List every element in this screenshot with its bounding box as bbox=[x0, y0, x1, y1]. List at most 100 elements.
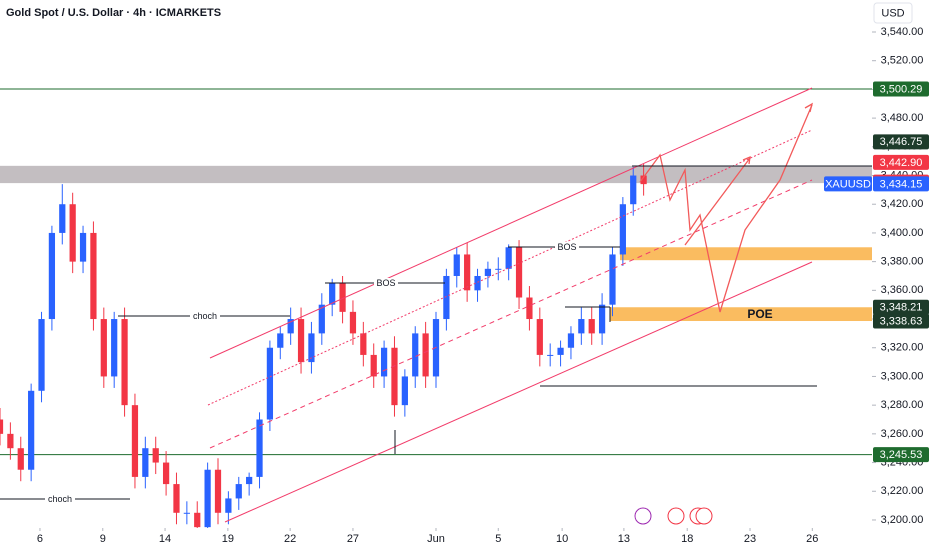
candle-body bbox=[214, 469, 222, 513]
candles bbox=[0, 164, 647, 528]
candle-body bbox=[401, 376, 408, 406]
axes: 3,200.003,220.003,240.003,260.003,280.00… bbox=[37, 26, 929, 545]
annotation: choch bbox=[48, 494, 72, 504]
candle-body bbox=[380, 347, 388, 377]
candle-body bbox=[152, 448, 159, 463]
channel-lower bbox=[224, 261, 813, 523]
x-tick-label: 18 bbox=[681, 533, 693, 545]
candle-body bbox=[7, 433, 14, 449]
price-label: 3,500.29 bbox=[880, 83, 923, 95]
candle-body bbox=[142, 448, 149, 477]
label-bg bbox=[555, 242, 579, 253]
drawings bbox=[0, 87, 872, 523]
candle-body bbox=[598, 304, 606, 334]
candle-body bbox=[495, 268, 502, 270]
label-bg bbox=[190, 311, 220, 322]
symbol-tag-bg bbox=[824, 176, 872, 192]
candle-body bbox=[536, 319, 543, 355]
price-label-bg bbox=[873, 313, 929, 329]
candle-body bbox=[474, 275, 481, 291]
candle-body bbox=[256, 419, 263, 477]
x-tick-label: 6 bbox=[37, 533, 43, 545]
annotation: BOS bbox=[557, 242, 576, 252]
channel-mid bbox=[207, 129, 813, 406]
icons bbox=[634, 507, 713, 525]
candle-body bbox=[121, 319, 128, 406]
candle-body bbox=[235, 484, 242, 499]
candle-body bbox=[619, 204, 626, 255]
symbol-tag: XAUUSD bbox=[825, 178, 871, 190]
y-tick-label: 3,280.00 bbox=[881, 399, 924, 411]
candle-body bbox=[630, 175, 637, 205]
candle-body bbox=[194, 512, 201, 528]
y-tick-label: 3,480.00 bbox=[881, 112, 924, 124]
candle-body bbox=[370, 354, 377, 377]
candle-body bbox=[578, 319, 585, 334]
zones: POE bbox=[0, 88, 872, 456]
zone bbox=[610, 307, 872, 322]
x-tick-label: 22 bbox=[284, 533, 296, 545]
arrow-head bbox=[804, 102, 814, 113]
candle-body bbox=[131, 405, 139, 477]
candle-body bbox=[277, 333, 284, 348]
candle-body bbox=[505, 247, 512, 269]
price-label: 3,338.63 bbox=[880, 315, 923, 327]
price-label-bg bbox=[873, 299, 929, 315]
x-tick-label: 23 bbox=[744, 533, 756, 545]
x-tick-label: Jun bbox=[427, 533, 445, 545]
x-tick-label: 10 bbox=[556, 533, 568, 545]
annotation: BOS bbox=[376, 278, 395, 288]
candle-body bbox=[515, 247, 523, 298]
candle-body bbox=[484, 268, 492, 276]
price-label-bg bbox=[873, 176, 929, 192]
event-icon[interactable] bbox=[667, 507, 685, 525]
candle-body bbox=[453, 254, 460, 276]
x-tick-label: 9 bbox=[100, 533, 106, 545]
zone bbox=[620, 247, 872, 261]
currency: USD bbox=[881, 7, 904, 19]
candle-body bbox=[640, 175, 647, 185]
candle-body bbox=[308, 333, 315, 363]
candle-body bbox=[297, 319, 305, 363]
channel-dashed bbox=[209, 179, 813, 449]
price-label-bg bbox=[873, 81, 929, 97]
candle-body bbox=[17, 448, 24, 470]
y-tick-label: 3,400.00 bbox=[881, 227, 924, 239]
candle-body bbox=[204, 469, 211, 528]
candle-body bbox=[287, 319, 294, 334]
candle-body bbox=[412, 333, 419, 377]
price-label-bg bbox=[873, 154, 929, 170]
x-tick-label: 5 bbox=[495, 533, 501, 545]
price-label: 3,245.53 bbox=[880, 449, 923, 461]
y-tick-label: 3,380.00 bbox=[881, 256, 924, 268]
candle-body bbox=[339, 283, 346, 312]
candle-body bbox=[464, 254, 471, 291]
zone bbox=[0, 165, 872, 184]
price-label: 3,446.75 bbox=[880, 136, 923, 148]
currency-box[interactable] bbox=[873, 2, 913, 24]
candle-body bbox=[609, 254, 616, 305]
price-label: 3,434.15 bbox=[880, 178, 923, 190]
candle-body bbox=[246, 476, 253, 485]
zone-label: POE bbox=[747, 307, 772, 321]
label-bg bbox=[374, 278, 398, 289]
chart-title: Gold Spot / U.S. Dollar · 4h · ICMARKETS bbox=[6, 7, 221, 19]
x-tick-label: 27 bbox=[347, 533, 359, 545]
candle-body bbox=[69, 204, 76, 262]
event-icon[interactable] bbox=[634, 507, 652, 525]
candle-body bbox=[443, 275, 450, 320]
y-tick-label: 3,260.00 bbox=[881, 428, 924, 440]
event-icon[interactable] bbox=[695, 507, 713, 525]
candle-body bbox=[318, 304, 325, 334]
price-label-bg bbox=[873, 134, 929, 150]
candle-body bbox=[266, 347, 274, 420]
candle-body bbox=[391, 347, 398, 406]
candle-body bbox=[79, 232, 87, 262]
candle-body bbox=[225, 498, 232, 513]
candle-body bbox=[48, 232, 56, 320]
candle-body bbox=[360, 333, 367, 355]
y-tick-label: 3,540.00 bbox=[881, 26, 924, 38]
candle-body bbox=[567, 333, 575, 348]
y-tick-label: 3,420.00 bbox=[881, 198, 924, 210]
